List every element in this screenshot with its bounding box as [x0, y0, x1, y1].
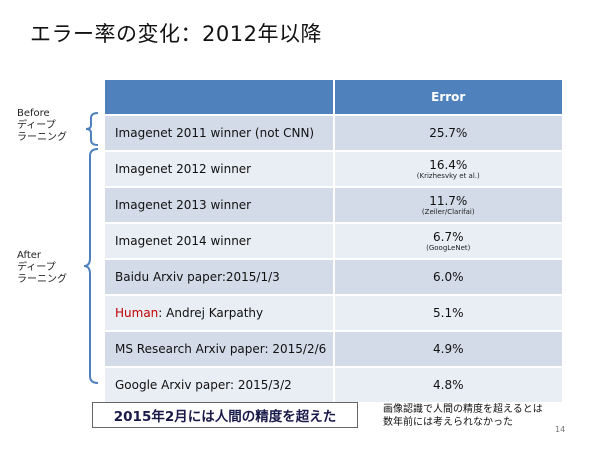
table-row: Imagenet 2012 winner 16.4% (Krizhesvky e…: [105, 151, 562, 188]
table-row: Imagenet 2011 winner (not CNN) 25.7%: [105, 115, 562, 152]
table-row: MS Research Arxiv paper: 2015/2/6 4.9%: [105, 331, 562, 368]
side-note: 画像認識で人間の精度を超えるとは 数年前には考えられなかった: [383, 403, 543, 429]
before-label: Before ディープ ラーニング: [17, 108, 67, 144]
table-row: Human: Andrej Karpathy 5.1%: [105, 295, 562, 332]
row-error: 4.9%: [333, 331, 562, 368]
error-value: 25.7%: [429, 126, 468, 140]
row-name: Imagenet 2012 winner: [105, 151, 335, 188]
row-name: Baidu Arxiv paper:2015/1/3: [105, 259, 335, 296]
before-brace-icon: [85, 112, 99, 146]
row-error: 11.7% (Zeiler/Clarifai): [333, 187, 562, 224]
before-label-line: ディープ: [17, 120, 56, 131]
side-note-line: 数年前には考えられなかった: [383, 417, 513, 428]
table-row: Google Arxiv paper: 2015/3/2 4.8%: [105, 367, 562, 404]
table-row: Imagenet 2013 winner 11.7% (Zeiler/Clari…: [105, 187, 562, 224]
after-label-line: ラーニング: [17, 274, 67, 285]
side-note-line: 画像認識で人間の精度を超えるとは: [383, 404, 543, 415]
row-error: 5.1%: [333, 295, 562, 332]
before-label-line: ラーニング: [17, 132, 67, 143]
error-note: (Krizhesvky et al.): [416, 171, 480, 180]
error-note: (GoogLeNet): [426, 243, 471, 252]
conclusion-banner: 2015年2月には人間の精度を超えた: [92, 402, 358, 428]
header-cell-name: [105, 80, 335, 116]
row-error: 4.8%: [333, 367, 562, 404]
after-label: After ディープ ラーニング: [17, 250, 67, 286]
row-error: 6.0%: [333, 259, 562, 296]
table-header-row: Error: [105, 80, 562, 116]
after-label-line: After: [17, 250, 42, 261]
table-row: Baidu Arxiv paper:2015/1/3 6.0%: [105, 259, 562, 296]
error-note: (Zeiler/Clarifai): [421, 207, 475, 216]
error-value: 4.8%: [433, 378, 464, 392]
error-value: 4.9%: [433, 342, 464, 356]
error-value: 6.7%: [433, 229, 464, 244]
row-name: MS Research Arxiv paper: 2015/2/6: [105, 331, 335, 368]
row-name: Imagenet 2013 winner: [105, 187, 335, 224]
header-cell-error: Error: [333, 80, 562, 116]
table-row: Imagenet 2014 winner 6.7% (GoogLeNet): [105, 223, 562, 260]
error-table: Error Imagenet 2011 winner (not CNN) 25.…: [105, 80, 562, 404]
row-error: 6.7% (GoogLeNet): [333, 223, 562, 260]
row-name: Imagenet 2011 winner (not CNN): [105, 115, 335, 152]
human-label: Human: [115, 306, 159, 320]
row-name: Human: Andrej Karpathy: [105, 295, 335, 332]
row-name: Imagenet 2014 winner: [105, 223, 335, 260]
row-error: 25.7%: [333, 115, 562, 152]
error-value: 11.7%: [429, 193, 468, 208]
row-name: Google Arxiv paper: 2015/3/2: [105, 367, 335, 404]
before-label-line: Before: [17, 108, 50, 119]
slide-title: エラー率の変化：2012年以降: [30, 22, 322, 46]
page-number: 14: [555, 425, 566, 434]
error-value: 6.0%: [433, 270, 464, 284]
human-name: : Andrej Karpathy: [158, 306, 264, 320]
error-value: 5.1%: [433, 306, 464, 320]
error-value: 16.4%: [429, 157, 468, 172]
after-brace-icon: [83, 148, 99, 384]
row-error: 16.4% (Krizhesvky et al.): [333, 151, 562, 188]
after-label-line: ディープ: [17, 262, 56, 273]
